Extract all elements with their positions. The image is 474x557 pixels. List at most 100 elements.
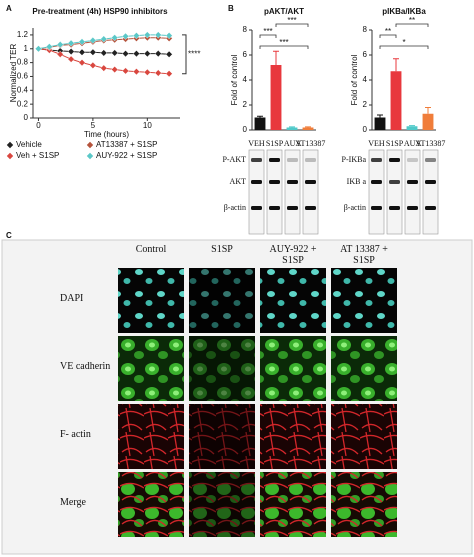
error-bar: [289, 126, 295, 128]
lane-label: S1SP: [386, 139, 404, 148]
blot-band: [425, 158, 436, 162]
legend-label: AUY-922 + S1SP: [96, 151, 157, 160]
blot-band: [269, 206, 280, 210]
y-tick-label: 1: [24, 44, 29, 53]
blot-band: [305, 206, 316, 210]
data-point: [122, 32, 130, 40]
blot-band: [305, 158, 316, 162]
data-point: [132, 32, 140, 40]
blot-band: [407, 180, 418, 184]
bar: [374, 117, 386, 130]
micrograph: [331, 472, 397, 537]
micrograph: [189, 336, 255, 401]
annotation: ****: [188, 49, 200, 58]
significance-bracket: [275, 23, 309, 27]
data-point: [111, 49, 119, 57]
y-tick-label: 0: [363, 125, 368, 134]
data-point: [143, 50, 151, 58]
blot-band: [371, 180, 382, 184]
blot-lane: [284, 149, 301, 235]
data-point: [154, 50, 162, 58]
row-label: DAPI: [60, 292, 84, 304]
blot-lane: [386, 149, 403, 235]
x-tick-label: 0: [36, 121, 41, 130]
y-tick-label: 0.4: [17, 85, 29, 94]
blot-band: [407, 206, 418, 210]
micrograph: [331, 404, 397, 469]
row-label: Merge: [60, 496, 86, 508]
micrograph: [118, 336, 184, 401]
bar: [286, 127, 298, 130]
bar: [302, 127, 314, 130]
data-point: [132, 68, 140, 76]
significance-bracket: [379, 45, 429, 49]
y-tick-label: 0: [24, 113, 29, 122]
blot-label: IKB a: [347, 177, 367, 186]
legend-label: Veh + S1SP: [16, 151, 59, 160]
bar: [254, 117, 266, 130]
blot-lane: [404, 149, 421, 235]
micrograph: [260, 404, 326, 469]
blot-band: [389, 158, 400, 162]
micrograph: [260, 336, 326, 401]
bar: [422, 113, 434, 130]
legend-marker: [6, 141, 14, 149]
data-point: [78, 48, 86, 56]
blot-band: [371, 206, 382, 210]
error-bar: [273, 50, 279, 65]
bar: [390, 71, 402, 130]
blot-band: [425, 206, 436, 210]
blot-lane: [302, 149, 319, 235]
chart-title: pIKBa/IKBa: [382, 7, 426, 16]
x-axis-label: Time (hours): [84, 130, 129, 139]
legend-marker: [6, 152, 14, 160]
lane-label: VEH: [248, 139, 265, 148]
bar: [270, 65, 282, 130]
x-tick-label: 10: [143, 121, 152, 130]
chart-title: Pre-treatment (4h) HSP90 inhibitors: [32, 7, 168, 16]
error-bar: [425, 107, 431, 114]
column-label: S1SP: [211, 244, 233, 255]
row-label: VE cadherin: [60, 360, 111, 372]
blot-label: P-AKT: [222, 155, 246, 164]
y-tick-label: 0: [243, 125, 248, 134]
blot-band: [287, 180, 298, 184]
data-point: [122, 50, 130, 58]
blot-band: [287, 206, 298, 210]
blot-band: [269, 180, 280, 184]
data-point: [154, 31, 162, 39]
data-point: [34, 45, 42, 53]
data-point: [78, 59, 86, 67]
blot-label: β-actin: [344, 203, 366, 212]
data-point: [165, 32, 173, 40]
micrograph: [189, 404, 255, 469]
y-axis-label: Fold of control: [230, 54, 239, 105]
data-point: [111, 66, 119, 74]
annotation: ***: [279, 38, 288, 47]
blot-band: [389, 206, 400, 210]
data-point: [132, 50, 140, 58]
lane-label: S1SP: [266, 139, 284, 148]
micrograph-shade: [189, 336, 255, 401]
chart-title: pAKT/AKT: [264, 7, 304, 16]
column-label: AT 13387 + S1SP: [340, 244, 388, 266]
lane-label: AUY: [404, 139, 422, 148]
data-point: [67, 39, 75, 47]
micrograph-shade: [189, 404, 255, 469]
data-point: [154, 69, 162, 77]
blot-lane: [368, 149, 385, 235]
y-axis-label: Fold of control: [350, 54, 359, 105]
lane-label: AT13387: [416, 139, 446, 148]
blot-label: β-actin: [224, 203, 246, 212]
column-label: Control: [135, 244, 167, 255]
blot-label: P-IKBa: [342, 155, 367, 164]
y-tick-label: 2: [243, 100, 248, 109]
y-axis-label: Normalized TER: [9, 44, 18, 103]
significance-bracket: [259, 45, 309, 49]
y-tick-label: 8: [363, 25, 368, 34]
data-point: [143, 68, 151, 76]
micrograph-shade: [189, 472, 255, 537]
x-tick-label: 5: [91, 121, 96, 130]
micrograph: [260, 268, 326, 333]
